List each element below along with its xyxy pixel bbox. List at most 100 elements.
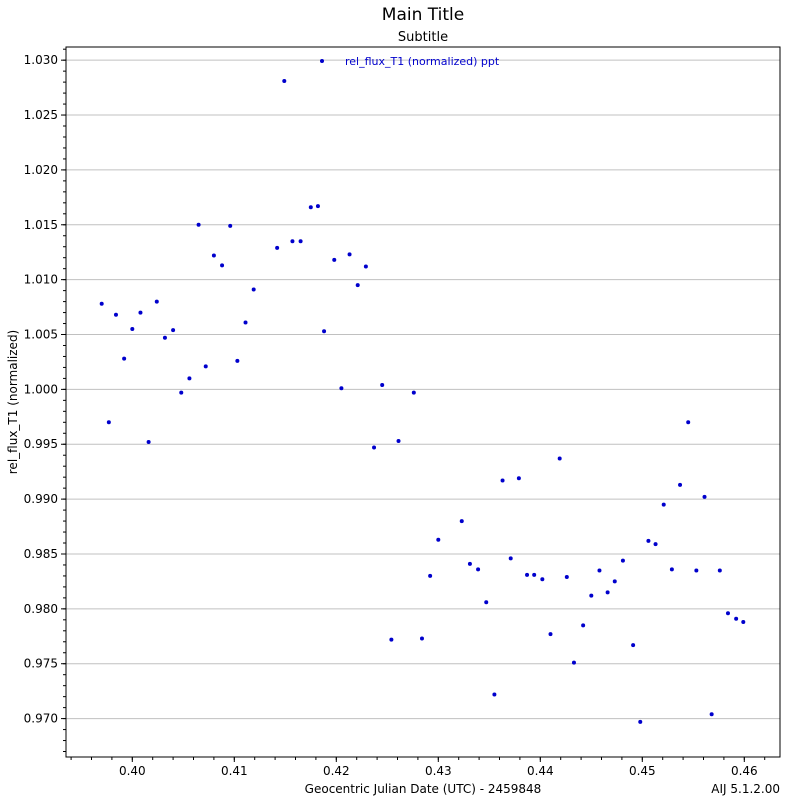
data-point [228,223,233,228]
data-point [467,561,472,566]
data-point [419,636,424,641]
data-point [638,719,643,724]
data-point [459,519,464,524]
y-tick-label: 1.015 [24,218,58,232]
data-point [187,376,192,381]
data-point [372,445,377,450]
x-tick-label: 0.45 [629,764,656,778]
data-point [106,420,111,425]
data-points [99,79,746,724]
x-tick-label: 0.46 [731,764,758,778]
data-point [741,620,746,625]
data-point [581,623,586,628]
data-point [428,573,433,578]
data-point [322,329,327,334]
footer-version-label: AIJ 5.1.2.00 [711,782,780,796]
data-point [620,558,625,563]
data-point [275,245,280,250]
y-tick-label: 1.020 [24,163,58,177]
y-tick-label: 0.980 [24,602,58,616]
legend: rel_flux_T1 (normalized) ppt [320,55,500,68]
data-point [315,204,320,209]
data-point [571,660,576,665]
y-tick-label: 0.995 [24,437,58,451]
data-point [251,287,256,292]
y-tick-label: 0.990 [24,492,58,506]
data-point [332,257,337,262]
data-point [196,222,201,227]
y-tick-label: 1.025 [24,108,58,122]
data-point [339,386,344,391]
y-tick-label: 0.985 [24,547,58,561]
data-point [282,79,287,84]
data-point [709,712,714,717]
data-point [484,600,489,605]
chart-subtitle: Subtitle [398,30,448,45]
data-point [130,327,135,332]
data-point [290,239,295,244]
data-point [516,476,521,481]
data-point [564,575,569,580]
x-tick-label: 0.40 [119,764,146,778]
data-point [508,556,513,561]
data-point [525,572,530,577]
data-point [113,312,118,317]
data-point [734,616,739,621]
data-point [380,382,385,387]
data-point [646,538,651,543]
data-point [725,611,730,616]
data-point [122,356,127,361]
data-point [653,542,658,547]
legend-marker [320,59,324,63]
data-point [308,205,313,210]
y-tick-label: 1.000 [24,382,58,396]
x-tick-label: 0.44 [527,764,554,778]
data-point [389,637,394,642]
data-point [557,456,562,461]
data-point [717,568,722,573]
data-point [211,253,216,258]
data-point [235,358,240,363]
data-point [686,420,691,425]
data-point [597,568,602,573]
data-point [171,328,176,333]
data-point [146,440,151,445]
y-axis-label: rel_flux_T1 (normalized) [6,330,20,474]
data-point [694,568,699,573]
data-point [661,502,666,507]
data-point [411,390,416,395]
x-tick-label: 0.41 [221,764,248,778]
data-point [589,593,594,598]
y-tick-label: 1.030 [24,53,58,67]
data-point [396,438,401,443]
plot-frame [65,46,781,758]
data-point [476,567,481,572]
data-point [702,494,707,499]
data-point [162,335,167,340]
data-point [138,310,143,315]
x-axis-label: Geocentric Julian Date (UTC) - 2459848 [305,782,542,796]
data-point [347,252,352,257]
y-axis: 0.970 0.975 0.980 0.985 0.990 0.995 1.000 1.005… [24,48,66,753]
data-point [154,299,159,304]
data-point [436,537,441,542]
data-point [363,264,368,269]
data-point [220,263,225,268]
data-point [203,364,208,369]
data-point [605,590,610,595]
x-axis: 0.40 0.41 0.42 0.43 0.44 0.45 0.46 [70,757,766,778]
y-tick-label: 1.005 [24,328,58,342]
y-tick-label: 0.975 [24,657,58,671]
data-point [678,482,683,487]
data-point [548,632,553,637]
chart-title: Main Title [382,5,464,25]
y-tick-label: 1.010 [24,273,58,287]
data-point [540,577,545,582]
data-point [631,643,636,648]
x-tick-label: 0.43 [425,764,452,778]
legend-label: rel_flux_T1 (normalized) ppt [345,55,500,68]
data-point [492,692,497,697]
data-point [355,283,360,288]
gridlines [66,59,780,720]
